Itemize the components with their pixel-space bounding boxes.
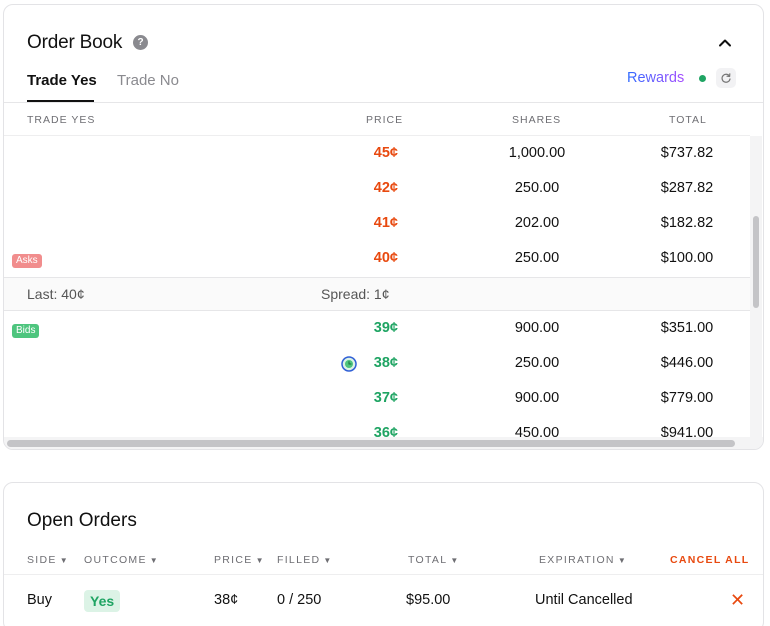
column-header-price: PRICE <box>366 114 404 126</box>
close-icon[interactable]: ✕ <box>730 590 746 610</box>
bid-row[interactable]: 37¢ 900.00 $779.00 <box>4 381 750 416</box>
column-header-side: TRADE YES <box>27 114 96 126</box>
spread-row: Last: 40¢ Spread: 1¢ <box>4 277 750 311</box>
cancel-all-button[interactable]: CANCEL ALL <box>670 554 750 566</box>
ask-total: $182.82 <box>660 215 714 231</box>
divider <box>4 574 763 575</box>
bid-total: $351.00 <box>660 320 714 336</box>
column-label: FILLED <box>277 554 321 566</box>
tab-trade-no[interactable]: Trade No <box>117 72 179 89</box>
divider <box>4 102 763 103</box>
bid-price: 36¢ <box>373 425 398 437</box>
ask-shares: 202.00 <box>514 215 560 231</box>
column-header-total[interactable]: TOTAL ▼ <box>408 554 458 566</box>
rewards-link[interactable]: Rewards <box>627 70 685 86</box>
ask-row[interactable]: Asks 40¢ 250.00 $100.00 <box>4 241 750 276</box>
column-label: OUTCOME <box>84 554 147 566</box>
ask-shares: 250.00 <box>514 250 560 266</box>
vertical-scrollbar-thumb[interactable] <box>753 216 759 308</box>
rewards-status-dot <box>699 75 706 82</box>
ask-price: 42¢ <box>373 180 398 196</box>
bid-price: 38¢ <box>373 355 398 371</box>
column-label: PRICE <box>214 554 253 566</box>
ask-total: $100.00 <box>660 250 714 266</box>
divider <box>4 135 750 136</box>
order-total: $95.00 <box>406 592 451 608</box>
active-tab-indicator <box>27 100 94 102</box>
order-outcome-badge: Yes <box>84 590 121 612</box>
horizontal-scrollbar-thumb[interactable] <box>7 440 735 447</box>
bid-row[interactable]: 36¢ 450.00 $941.00 <box>4 416 750 437</box>
bid-total: $446.00 <box>660 355 714 371</box>
column-header-outcome[interactable]: OUTCOME ▼ <box>84 554 158 566</box>
open-orders-title: Open Orders <box>27 510 137 531</box>
ask-shares: 250.00 <box>514 180 560 196</box>
tab-trade-yes[interactable]: Trade Yes <box>27 72 97 89</box>
order-price: 38¢ <box>214 592 239 608</box>
sort-caret-icon: ▼ <box>617 556 626 565</box>
column-label: SIDE <box>27 554 57 566</box>
chevron-up-icon[interactable] <box>716 34 734 52</box>
column-header-filled[interactable]: FILLED ▼ <box>277 554 331 566</box>
ask-row[interactable]: 42¢ 250.00 $287.82 <box>4 171 750 206</box>
ask-price: 45¢ <box>373 145 398 161</box>
bid-shares: 900.00 <box>514 390 560 406</box>
open-orders-panel: Open Orders SIDE ▼ OUTCOME ▼ PRICE ▼ FILLED… <box>3 482 764 626</box>
order-book-panel: Order Book ? Trade Yes Trade No Rewards … <box>3 4 764 450</box>
ask-total: $287.82 <box>660 180 714 196</box>
bid-shares: 900.00 <box>514 320 560 336</box>
bid-row[interactable]: Bids 39¢ 900.00 $351.00 <box>4 311 750 346</box>
column-label: EXPIRATION <box>539 554 615 566</box>
order-book-rows[interactable]: 45¢ 1,000.00 $737.82 42¢ 250.00 $287.82 … <box>4 136 750 437</box>
bid-total: $941.00 <box>660 425 714 437</box>
last-price: Last: 40¢ <box>27 286 85 302</box>
bid-price: 37¢ <box>373 390 398 406</box>
order-side: Buy <box>27 592 52 608</box>
bid-row[interactable]: 38¢ 250.00 $446.00 <box>4 346 750 381</box>
bids-badge: Bids <box>12 324 40 338</box>
sort-caret-icon: ▼ <box>255 556 264 565</box>
sort-caret-icon: ▼ <box>59 556 68 565</box>
order-expiration: Until Cancelled <box>535 592 633 608</box>
bid-total: $779.00 <box>660 390 714 406</box>
column-header-shares: SHARES <box>512 114 562 126</box>
ask-row[interactable]: 45¢ 1,000.00 $737.82 <box>4 136 750 171</box>
bid-shares: 450.00 <box>514 425 560 437</box>
question-mark-icon[interactable]: ? <box>133 35 148 50</box>
spread-value: Spread: 1¢ <box>321 286 390 302</box>
ask-row[interactable]: 41¢ 202.00 $182.82 <box>4 206 750 241</box>
column-header-price[interactable]: PRICE ▼ <box>214 554 264 566</box>
asks-badge: Asks <box>12 254 42 268</box>
bid-price: 39¢ <box>373 320 398 336</box>
column-header-expiration[interactable]: EXPIRATION ▼ <box>539 554 626 566</box>
ask-shares: 1,000.00 <box>508 145 566 161</box>
column-label: TOTAL <box>408 554 448 566</box>
order-filled: 0 / 250 <box>277 592 322 608</box>
refresh-button[interactable] <box>716 68 736 88</box>
ask-total: $737.82 <box>660 145 714 161</box>
sort-caret-icon: ▼ <box>450 556 459 565</box>
column-header-side[interactable]: SIDE ▼ <box>27 554 68 566</box>
ask-price: 41¢ <box>373 215 398 231</box>
sort-caret-icon: ▼ <box>323 556 332 565</box>
bid-shares: 250.00 <box>514 355 560 371</box>
sort-caret-icon: ▼ <box>149 556 158 565</box>
order-book-title: Order Book <box>27 32 123 53</box>
my-order-clock-icon <box>341 356 357 372</box>
column-header-total: TOTAL <box>669 114 707 126</box>
refresh-icon <box>721 73 731 83</box>
ask-price: 40¢ <box>373 250 398 266</box>
